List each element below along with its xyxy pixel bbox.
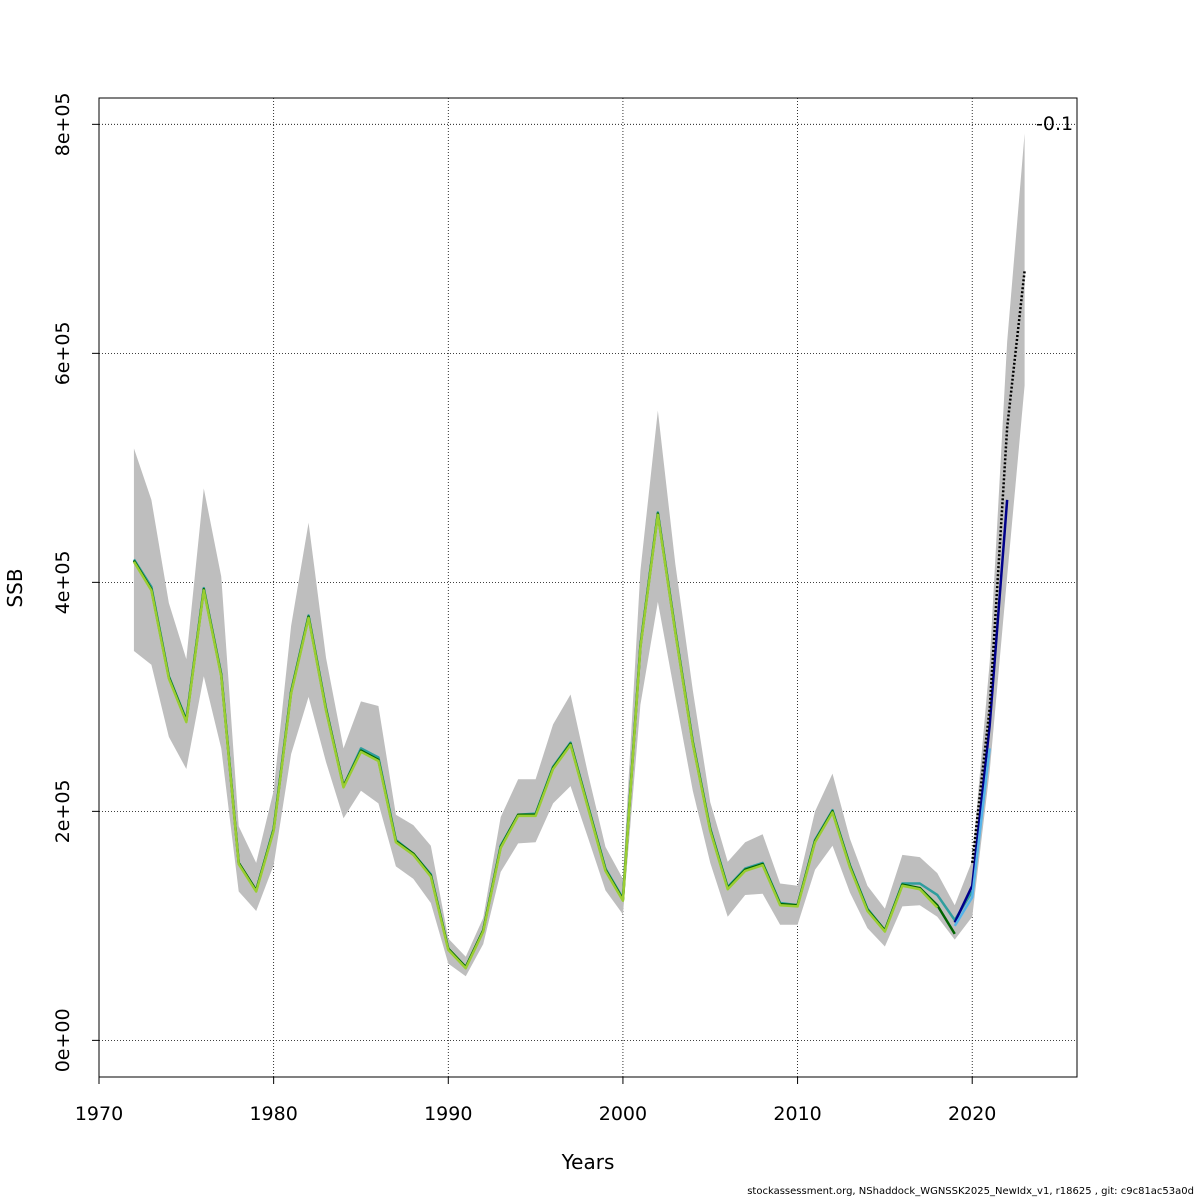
axes-layer: 1970 1980 1990 2000 2010 2020 0e+00 2e+05 4e+05 6…	[52, 92, 996, 1125]
x-tick-label: 1970	[75, 1103, 123, 1125]
y-axis-title: SSB	[3, 568, 27, 607]
footer-credit: stockassessment.org, NShaddock_WGNSSK202…	[747, 1186, 1194, 1197]
y-tick-label: 6e+05	[52, 321, 74, 385]
y-tick-label: 0e+00	[52, 1008, 74, 1072]
confidence-band-layer	[133, 133, 1025, 977]
grid-lines	[98, 98, 1077, 1077]
y-tick-label: 2e+05	[52, 779, 74, 843]
confidence-band	[133, 133, 1025, 977]
y-tick-label: 8e+05	[52, 92, 74, 156]
x-tick-label: 2010	[773, 1103, 821, 1125]
x-tick-label: 2020	[948, 1103, 996, 1125]
plot-frame	[98, 97, 1078, 1078]
series-line-3	[953, 748, 991, 927]
x-tick-label: 1990	[424, 1103, 472, 1125]
series-line-2	[953, 499, 1009, 923]
series-line-5	[132, 513, 939, 970]
forecast-annotation: -0.1	[1036, 113, 1073, 135]
x-tick-label: 1980	[249, 1103, 297, 1125]
x-axis-title: Years	[561, 1150, 615, 1174]
series-layer	[132, 270, 1026, 970]
y-tick-label: 4e+05	[52, 550, 74, 614]
x-tick-label: 2000	[599, 1103, 647, 1125]
series-line-6	[970, 270, 1026, 864]
